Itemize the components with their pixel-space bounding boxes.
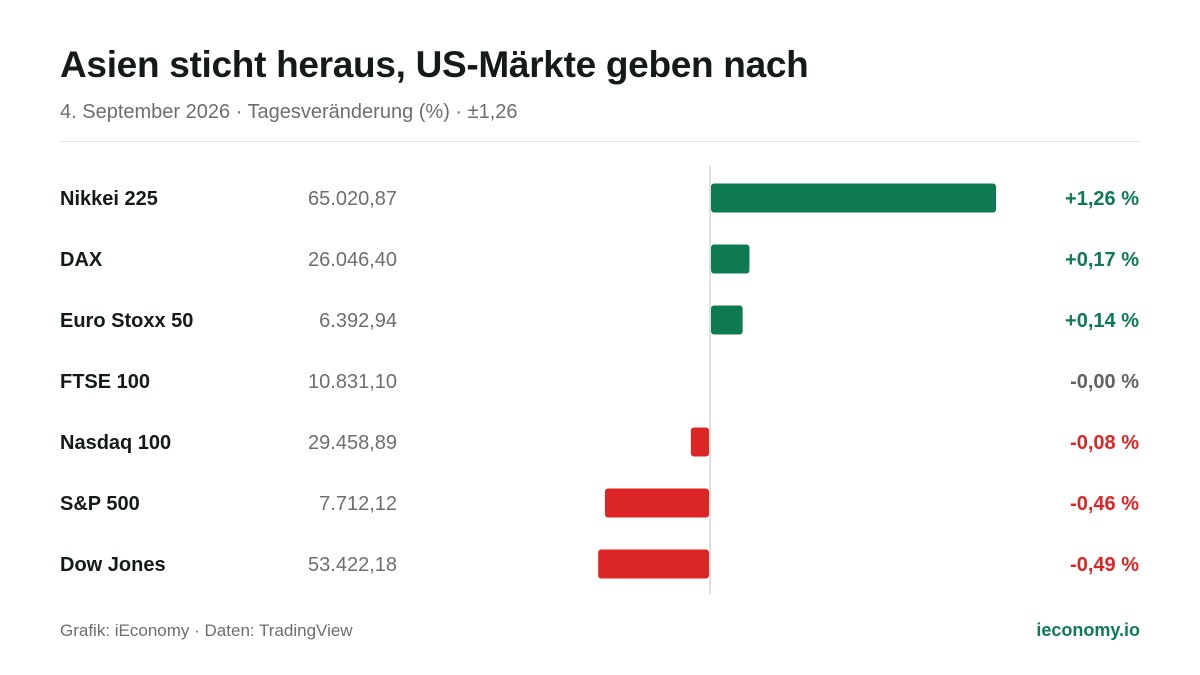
category-label: FTSE 100: [60, 371, 150, 393]
value-label: -0,00 %: [1070, 371, 1139, 393]
chart-title: Asien sticht heraus, US-Märkte geben nac…: [60, 44, 809, 85]
value-label: +0,14 %: [1065, 310, 1139, 332]
category-label: Dow Jones: [60, 554, 166, 576]
brand-link[interactable]: ieconomy.io: [1036, 620, 1140, 640]
bar: [711, 183, 996, 213]
index-level: 26.046,40: [308, 249, 397, 271]
value-label: -0,49 %: [1070, 554, 1139, 576]
bar: [604, 488, 709, 518]
value-label: -0,46 %: [1070, 493, 1139, 515]
bar: [690, 427, 709, 457]
header-divider: [60, 141, 1140, 142]
bar: [711, 244, 750, 274]
category-label: S&P 500: [60, 493, 140, 515]
category-label: Nasdaq 100: [60, 432, 171, 454]
category-label: DAX: [60, 249, 103, 271]
bar: [711, 305, 743, 335]
chart-subtitle: 4. September 2026 · Tagesveränderung (%)…: [60, 101, 518, 123]
value-label: -0,08 %: [1070, 432, 1139, 454]
index-level: 7.712,12: [319, 493, 397, 515]
index-level: 6.392,94: [319, 310, 397, 332]
index-level: 10.831,10: [308, 371, 397, 393]
category-label: Nikkei 225: [60, 188, 158, 210]
index-level: 65.020,87: [308, 188, 397, 210]
value-label: +0,17 %: [1065, 249, 1139, 271]
source-credit: Grafik: iEconomy · Daten: TradingView: [60, 621, 353, 640]
bar: [598, 549, 709, 579]
index-level: 53.422,18: [308, 554, 397, 576]
category-label: Euro Stoxx 50: [60, 310, 193, 332]
index-level: 29.458,89: [308, 432, 397, 454]
value-label: +1,26 %: [1065, 188, 1139, 210]
